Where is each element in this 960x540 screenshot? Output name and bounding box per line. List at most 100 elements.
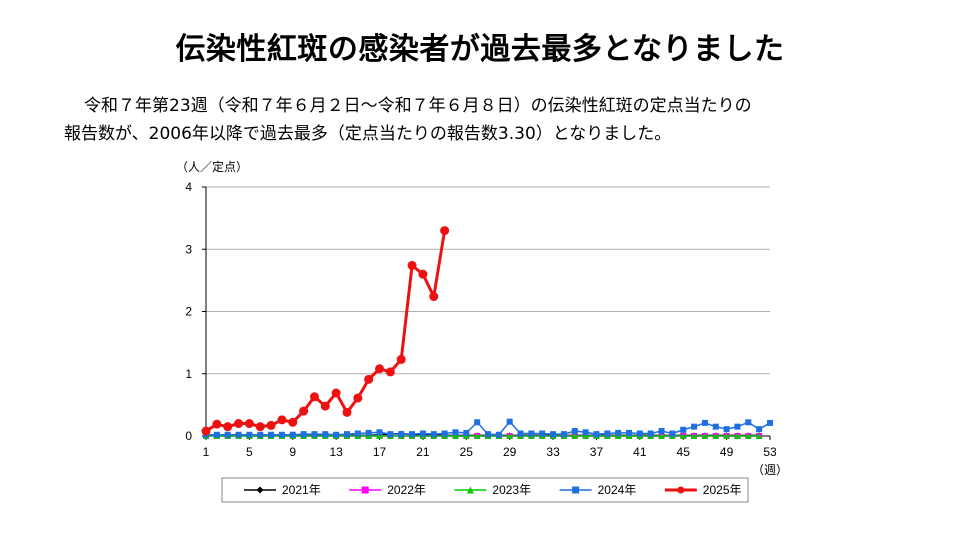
legend-marker xyxy=(256,486,264,494)
data-point xyxy=(593,431,600,438)
description-line-2: 報告数が、2006年以降で過去最多（定点当たりの報告数3.30）となりました。 xyxy=(64,124,672,144)
data-point xyxy=(506,418,513,425)
description: 令和７年第23週（令和７年６月２日～令和７年６月８日）の伝染性紅斑の定点当たりの… xyxy=(64,92,924,148)
data-point xyxy=(463,433,470,439)
data-point xyxy=(745,419,752,426)
data-point xyxy=(701,419,708,426)
x-tick-label: 49 xyxy=(720,445,734,459)
x-tick-label: 53 xyxy=(763,445,777,459)
data-point xyxy=(201,426,211,436)
data-point xyxy=(440,226,450,236)
data-point xyxy=(669,430,676,437)
data-point xyxy=(364,374,374,384)
data-point xyxy=(582,433,589,439)
x-tick-label: 33 xyxy=(546,445,560,459)
data-point xyxy=(712,433,719,439)
data-point xyxy=(396,354,406,364)
legend-marker xyxy=(677,486,685,494)
data-point xyxy=(365,433,372,439)
data-point xyxy=(463,429,470,436)
data-point xyxy=(255,422,265,432)
legend-marker xyxy=(361,486,369,494)
legend-label: 2022年 xyxy=(387,483,426,497)
data-point xyxy=(756,426,763,433)
y-axis-label: （人／定点） xyxy=(176,159,248,174)
data-point xyxy=(320,401,330,411)
data-point xyxy=(213,431,220,438)
data-point xyxy=(571,433,578,439)
x-tick-label: 5 xyxy=(246,445,253,459)
data-point xyxy=(223,422,233,432)
data-point xyxy=(246,431,253,438)
data-point xyxy=(517,430,524,437)
data-point xyxy=(615,433,622,439)
data-point xyxy=(309,392,319,402)
data-point xyxy=(647,430,654,437)
y-tick-label: 2 xyxy=(185,305,192,319)
legend-marker xyxy=(572,486,580,494)
data-point xyxy=(331,388,341,398)
data-point xyxy=(376,429,383,436)
data-point xyxy=(474,419,481,426)
data-point xyxy=(680,433,687,439)
data-point xyxy=(288,417,298,427)
y-tick-label: 3 xyxy=(185,242,192,256)
data-point xyxy=(658,428,665,435)
data-point xyxy=(756,433,763,439)
data-point xyxy=(560,431,567,438)
data-point xyxy=(257,431,264,438)
data-point xyxy=(539,430,546,437)
data-point xyxy=(691,433,698,439)
data-point xyxy=(268,431,275,438)
data-point xyxy=(376,433,383,439)
data-point xyxy=(604,430,611,437)
data-point xyxy=(342,407,352,417)
x-tick-label: 9 xyxy=(289,445,296,459)
data-point xyxy=(582,429,589,436)
data-point xyxy=(333,431,340,438)
data-point xyxy=(398,431,405,438)
data-point xyxy=(277,415,287,425)
data-point xyxy=(300,431,307,438)
legend-label: 2021年 xyxy=(282,483,321,497)
x-tick-label: 45 xyxy=(677,445,691,459)
data-point xyxy=(375,364,385,374)
data-point xyxy=(418,269,428,279)
data-point xyxy=(407,260,417,270)
x-tick-label: 21 xyxy=(416,445,430,459)
data-point xyxy=(299,406,309,416)
data-point xyxy=(322,431,329,438)
data-point xyxy=(712,423,719,430)
data-point xyxy=(734,423,741,430)
x-tick-label: 13 xyxy=(329,445,343,459)
data-point xyxy=(430,431,437,438)
x-tick-label: 25 xyxy=(460,445,474,459)
description-line-1: 令和７年第23週（令和７年６月２日～令和７年６月８日）の伝染性紅斑の定点当たりの xyxy=(84,96,752,116)
data-point xyxy=(365,429,372,436)
data-point xyxy=(734,433,741,439)
data-point xyxy=(723,433,730,439)
data-point xyxy=(615,429,622,436)
page-title: 伝染性紅斑の感染者が過去最多となりました xyxy=(175,32,785,67)
data-point xyxy=(680,426,687,433)
data-point xyxy=(550,431,557,438)
data-point xyxy=(452,429,459,436)
legend-label: 2024年 xyxy=(598,483,637,497)
data-point xyxy=(441,430,448,437)
data-point xyxy=(429,292,439,302)
x-tick-label: 29 xyxy=(503,445,517,459)
legend-label: 2025年 xyxy=(703,483,742,497)
data-point xyxy=(387,431,394,438)
x-tick-label: 41 xyxy=(633,445,647,459)
data-point xyxy=(266,420,276,430)
data-point xyxy=(344,431,350,438)
data-point xyxy=(474,433,481,439)
y-tick-label: 0 xyxy=(185,429,192,443)
data-point xyxy=(278,431,285,438)
data-point xyxy=(485,431,491,438)
data-point xyxy=(701,433,708,439)
data-point xyxy=(419,430,426,437)
x-tick-label: 37 xyxy=(590,445,604,459)
data-point xyxy=(224,431,231,438)
